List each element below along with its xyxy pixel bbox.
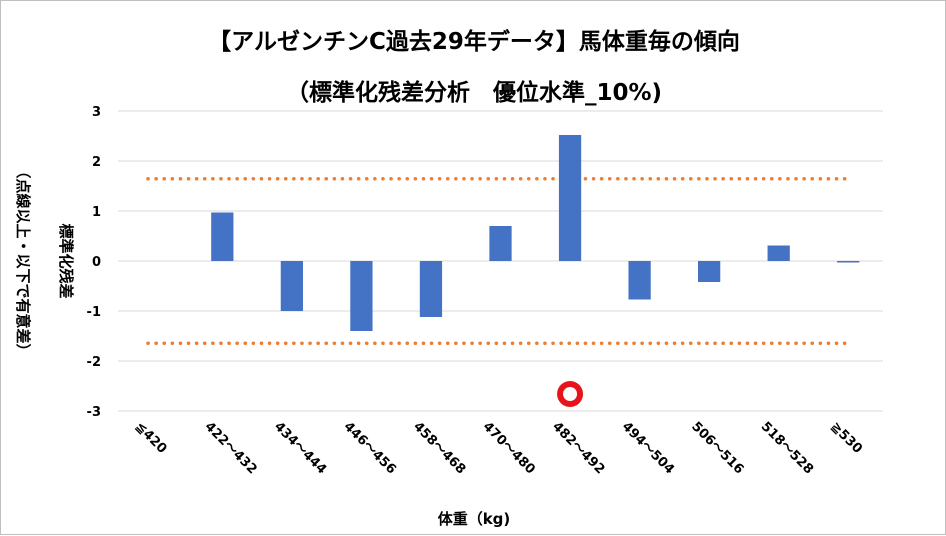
y-tick-label-6: -3: [87, 405, 101, 420]
y-tick-label-4: -1: [87, 305, 101, 320]
highlight-marker-group: [557, 381, 584, 407]
x-tick-label-1: 422～432: [201, 419, 259, 477]
x-tick-label-4: 458～468: [410, 419, 468, 477]
y-tick-labels: 3 2 1 0 -1 -2 -3: [87, 105, 101, 420]
chart-title: 【アルゼンチンC過去29年データ】馬体重毎の傾向: [208, 28, 740, 55]
x-tick-label-9: 518～528: [758, 419, 816, 477]
x-tick-label-0: ≦420: [132, 419, 169, 456]
x-tick-label-5: 470～480: [480, 419, 538, 477]
bars: [211, 135, 860, 331]
x-tick-label-2: 434～444: [271, 419, 329, 477]
y-tick-label-1: 2: [92, 155, 101, 170]
y-axis-title: 標準化残差: [57, 223, 75, 298]
y-tick-label-0: 3: [92, 105, 101, 120]
y-tick-label-3: 0: [92, 255, 101, 270]
bar-9: [767, 245, 790, 261]
x-axis-title: 体重（kg): [438, 510, 511, 528]
x-tick-labels: ≦420 422～432 434～444 446～456 458～468 470～480 4…: [132, 419, 865, 477]
y-tick-label-2: 1: [92, 205, 101, 220]
x-tick-label-7: 494～504: [619, 419, 677, 477]
x-tick-label-3: 446～456: [341, 419, 399, 477]
x-tick-label-10: ≧530: [827, 419, 864, 456]
highlight-marker-inner: [563, 387, 578, 401]
bar-2: [280, 261, 303, 311]
bar-6: [558, 135, 582, 261]
y-tick-label-5: -2: [87, 355, 101, 370]
gridlines: [118, 110, 883, 412]
bar-7: [628, 261, 651, 300]
bar-10: [837, 261, 860, 263]
bar-3: [350, 261, 373, 331]
bar-1: [211, 212, 234, 261]
x-tick-label-8: 506～516: [688, 419, 746, 477]
bar-5: [489, 226, 512, 261]
x-tick-label-6: 482～492: [549, 419, 607, 477]
chart-subtitle: （標準化残差分析 優位水準_10%): [286, 79, 662, 106]
y-axis-note: （点線以上・以下で有意差）: [14, 163, 32, 358]
bar-4: [419, 261, 443, 317]
threshold-lines: [146, 177, 850, 345]
bar-8: [698, 261, 721, 282]
